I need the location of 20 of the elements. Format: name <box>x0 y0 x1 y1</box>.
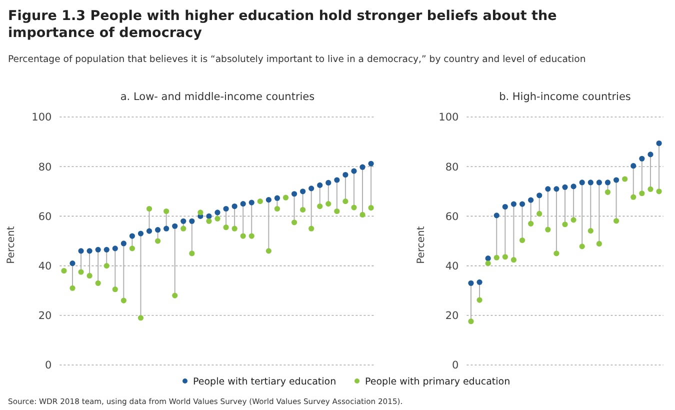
y-tick-label: 80 <box>445 161 459 174</box>
y-tick-label: 60 <box>38 210 52 223</box>
chart-title: b. High-income countries <box>499 91 631 103</box>
y-axis-title: Percent <box>416 226 427 264</box>
y-tick-label: 100 <box>438 112 459 124</box>
y-tick-label: 0 <box>45 360 52 372</box>
y-tick-label: 40 <box>445 260 459 272</box>
y-tick-label: 80 <box>38 161 52 174</box>
chart-title: a. Low- and middle-income countries <box>120 91 315 103</box>
y-tick-label: 100 <box>32 112 52 124</box>
y-tick-label: 60 <box>445 210 459 223</box>
text: Percentage of population that believes it is “absolutely important to live in a democracy,” by country and level of education <box>8 54 586 65</box>
legend-label: People with tertiary education <box>193 376 336 388</box>
legend-label: People with primary education <box>365 376 510 388</box>
y-tick-label: 20 <box>38 310 52 322</box>
y-tick-label: 20 <box>445 310 459 322</box>
y-tick-label: 40 <box>38 260 52 272</box>
caption: Figure 1.3 People with higher education hold stronger beliefs about the importance of democracy <box>8 8 557 41</box>
y-axis-title: Percent <box>6 226 17 264</box>
y-tick-label: 0 <box>452 360 459 372</box>
